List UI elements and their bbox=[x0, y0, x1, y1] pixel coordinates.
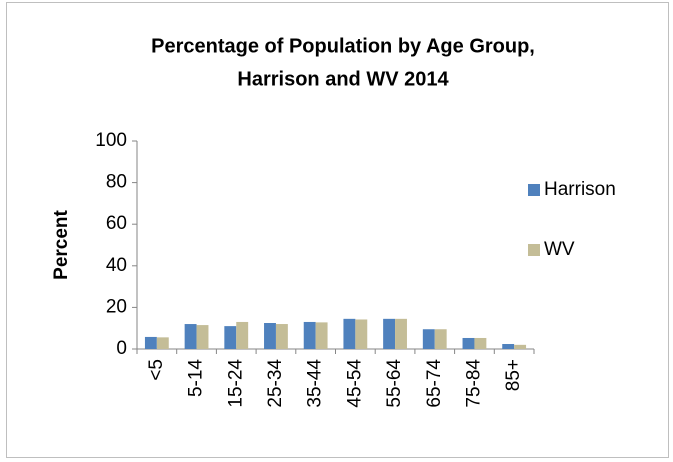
x-tick-label: 25-34 bbox=[265, 359, 286, 408]
bar bbox=[236, 321, 249, 349]
bar bbox=[355, 319, 368, 349]
x-tick-label: 5-14 bbox=[186, 359, 207, 397]
legend-swatch bbox=[528, 184, 540, 196]
bar bbox=[303, 321, 316, 349]
y-tick-label: 40 bbox=[106, 255, 127, 276]
bar bbox=[462, 337, 475, 349]
legend-label: WV bbox=[544, 239, 575, 260]
bar bbox=[502, 344, 515, 349]
x-tick-label: 35-44 bbox=[305, 359, 326, 408]
bar bbox=[434, 329, 447, 349]
x-tick-label: 45-54 bbox=[344, 359, 365, 408]
y-tick-label: 0 bbox=[116, 338, 127, 359]
x-tick-label: 15-24 bbox=[225, 359, 246, 408]
y-tick-label: 100 bbox=[95, 130, 127, 151]
x-tick-label: 75-84 bbox=[463, 359, 484, 408]
bar bbox=[264, 323, 276, 349]
bar bbox=[156, 337, 169, 349]
bar bbox=[315, 322, 328, 349]
y-tick-label: 80 bbox=[106, 172, 127, 193]
chart-border bbox=[6, 2, 669, 458]
bar bbox=[474, 337, 487, 349]
x-tick-label: 65-74 bbox=[424, 359, 445, 408]
y-tick-label: 60 bbox=[106, 213, 127, 234]
bar bbox=[196, 325, 209, 349]
y-axis-label: Percent bbox=[51, 209, 72, 279]
bar bbox=[275, 324, 288, 349]
legend-swatch bbox=[528, 244, 540, 256]
bar bbox=[224, 326, 237, 349]
legend-label: Harrison bbox=[544, 179, 616, 200]
bar bbox=[343, 318, 356, 349]
bar bbox=[144, 336, 157, 349]
x-tick-label: 85+ bbox=[503, 359, 524, 391]
bar bbox=[514, 344, 527, 349]
chart-title: Percentage of Population by Age Group, bbox=[151, 35, 535, 57]
y-tick-label: 20 bbox=[106, 296, 127, 317]
x-tick-label: <5 bbox=[146, 359, 167, 381]
bar bbox=[383, 318, 396, 349]
chart-title: Harrison and WV 2014 bbox=[237, 68, 449, 90]
bar bbox=[184, 324, 197, 349]
bar bbox=[395, 318, 407, 349]
x-tick-label: 55-64 bbox=[384, 359, 405, 408]
bar bbox=[422, 329, 435, 349]
